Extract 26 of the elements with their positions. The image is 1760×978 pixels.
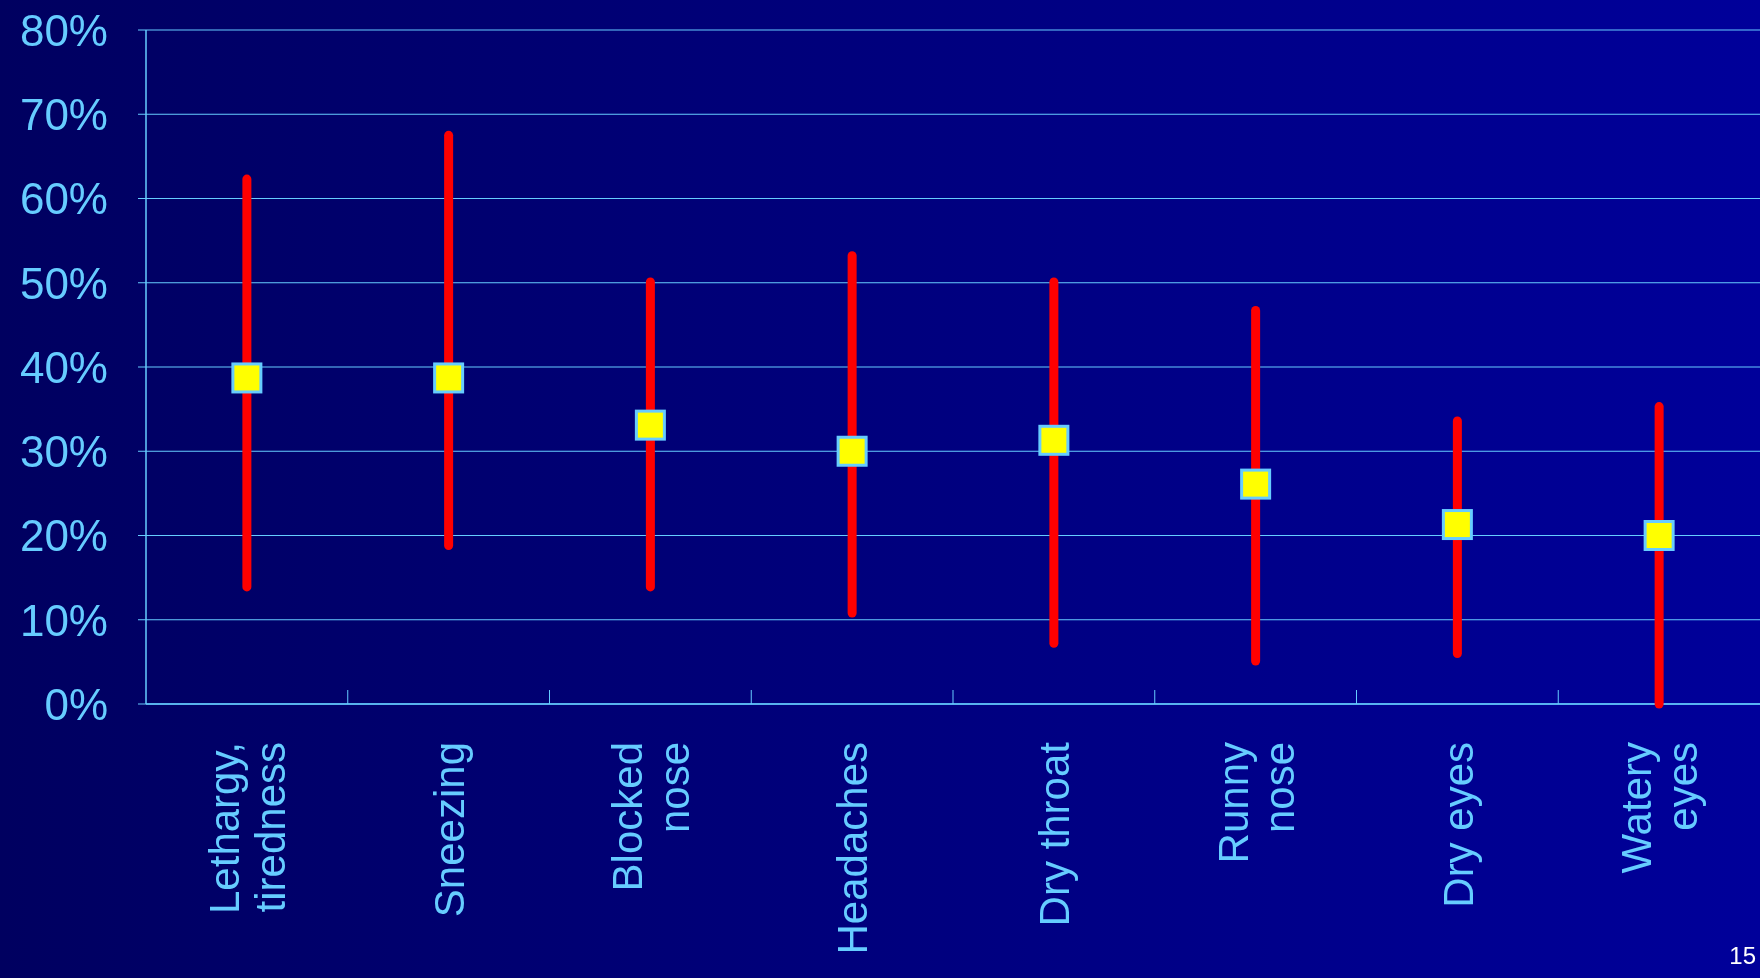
x-tick-label: Blocked nose (604, 742, 698, 892)
point (1643, 520, 1675, 551)
point (433, 362, 465, 394)
point (231, 362, 263, 394)
y-tick-label: 10% (19, 595, 108, 645)
point (634, 409, 666, 441)
x-tick-label: Dry throat (1030, 741, 1078, 927)
x-tick-label: Headaches (829, 742, 877, 955)
point (1441, 509, 1473, 541)
y-tick-label: 70% (19, 90, 108, 140)
x-tick-label: Sneezing (425, 742, 473, 918)
y-tick-label: 20% (19, 511, 108, 561)
point (836, 435, 868, 467)
y-tick-label: 40% (19, 342, 108, 392)
y-tick-label: 0% (44, 679, 108, 729)
y-tick-label: 50% (19, 258, 108, 308)
point (1038, 424, 1070, 456)
y-tick-label: 60% (19, 174, 108, 224)
text: 15 (1729, 942, 1756, 969)
point (1240, 468, 1272, 500)
x-tick-label: Watery eyes (1613, 742, 1707, 874)
x-tick-label: Lethargy, tiredness (200, 742, 295, 914)
x-tick-label: Runny nose (1209, 742, 1303, 864)
y-tick-label: 30% (19, 427, 108, 477)
x-tick-label: Dry eyes (1434, 742, 1482, 908)
y-tick-label: 80% (19, 5, 108, 55)
